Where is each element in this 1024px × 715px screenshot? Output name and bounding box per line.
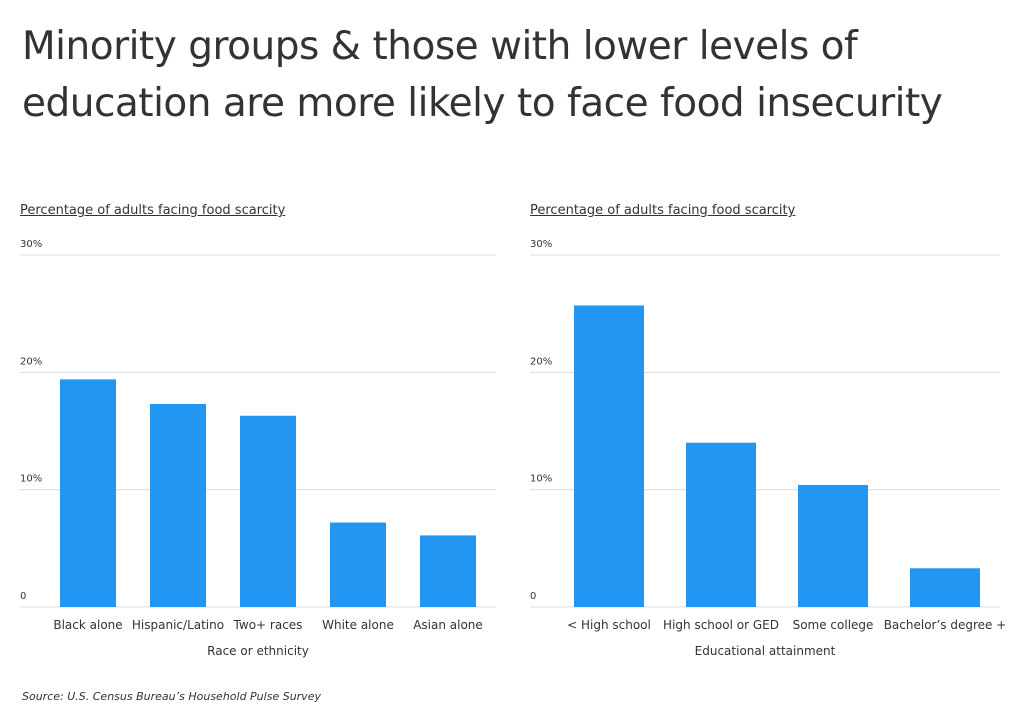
bar [150,404,206,607]
bar [798,484,868,607]
y-tick-label: 30% [530,239,552,250]
chart-race-ethnicity: Percentage of adults facing food scarcit… [20,195,500,665]
x-tick-label: Asian alone [413,618,483,632]
y-tick-label: 0 [20,591,26,602]
x-tick-label: Some college [793,618,874,632]
x-tick-label: High school or GED [663,618,779,632]
x-tick-label: Two+ races [233,618,303,632]
y-tick-label: 0 [530,591,536,602]
x-tick-label: White alone [322,618,394,632]
x-axis-label: Educational attainment [695,644,836,658]
x-tick-label: Black alone [53,618,122,632]
chart-race-ethnicity-plot: 0 10% 20% 30% Black alone Hispanic/Latino Two+… [20,239,496,658]
chart-education-plot: 0 10% 20% 30% < High school High school or GE… [530,239,1006,658]
page-title: Minority groups & those with lower level… [22,24,943,126]
bar [574,305,644,607]
x-tick-label: Bachelor’s degree + [884,618,1007,632]
bar [910,568,980,607]
x-axis-label: Race or ethnicity [207,644,309,658]
bar [330,522,386,607]
bar [60,379,116,607]
y-tick-label: 20% [530,356,552,367]
y-tick-label: 10% [530,474,552,485]
chart-education: Percentage of adults facing food scarcit… [530,195,1010,665]
x-tick-label: < High school [567,618,651,632]
chart-title: Percentage of adults facing food scarcit… [530,203,796,218]
source-note: Source: U.S. Census Bureau’s Household P… [22,690,321,703]
chart-title: Percentage of adults facing food scarcit… [20,203,286,218]
bar [686,442,756,607]
bar [420,535,476,607]
y-tick-label: 20% [20,356,42,367]
bar [240,415,296,607]
x-tick-label: Hispanic/Latino [132,618,224,632]
y-tick-label: 10% [20,474,42,485]
y-tick-label: 30% [20,239,42,250]
